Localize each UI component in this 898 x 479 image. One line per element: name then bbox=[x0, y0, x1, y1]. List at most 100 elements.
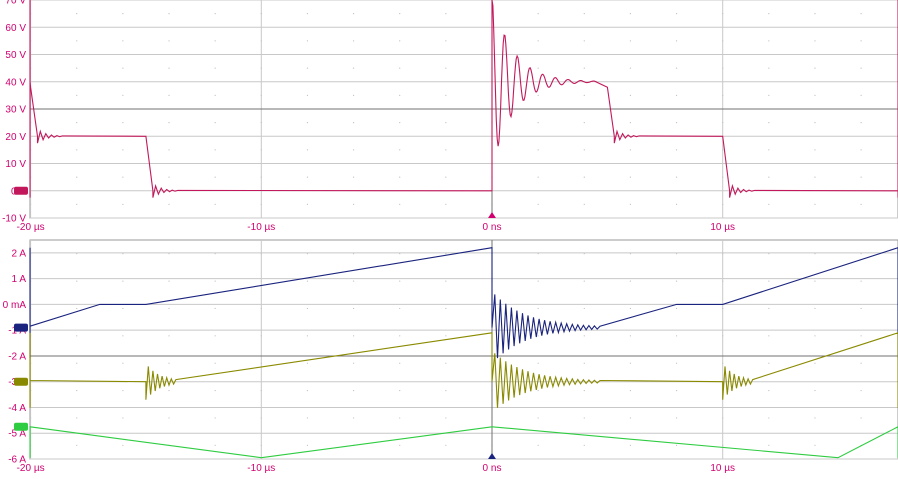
grid-dot bbox=[768, 94, 770, 96]
grid-dot bbox=[352, 13, 355, 15]
grid-dot bbox=[537, 40, 539, 42]
grid-dot bbox=[722, 307, 724, 310]
grid-dot bbox=[399, 307, 401, 310]
grid-dot bbox=[214, 94, 216, 96]
grid-dot bbox=[214, 122, 216, 124]
grid-dot bbox=[814, 94, 816, 96]
grid-dot bbox=[537, 389, 539, 392]
grid-dot bbox=[629, 149, 632, 151]
grid-dot bbox=[860, 417, 862, 419]
grid-dot bbox=[814, 203, 816, 205]
grid-dot bbox=[768, 67, 770, 69]
grid-dot bbox=[306, 13, 309, 15]
grid-dot bbox=[352, 203, 355, 205]
grid-dot bbox=[629, 335, 632, 337]
grid-dot bbox=[122, 307, 124, 310]
grid-dot bbox=[122, 417, 124, 419]
grid-dot bbox=[76, 389, 78, 392]
grid-dot bbox=[629, 203, 632, 205]
grid-dot bbox=[629, 444, 632, 446]
grid-dot bbox=[260, 389, 262, 392]
grid-dot bbox=[860, 203, 862, 205]
grid-dot bbox=[860, 362, 862, 364]
grid-dot bbox=[214, 40, 216, 42]
trigger-marker bbox=[488, 453, 496, 459]
grid-dot bbox=[537, 203, 539, 205]
grid-dot bbox=[814, 67, 816, 69]
grid-dot bbox=[214, 417, 216, 419]
current-panel: 2 A1 A0 mA-1 A-2 A-3 A-4 A-5 A-6 A-50 µs… bbox=[3, 239, 898, 474]
grid-dot bbox=[860, 253, 862, 255]
channel-marker-ch1 bbox=[14, 186, 28, 195]
grid-dot bbox=[352, 280, 355, 282]
grid-dot bbox=[352, 335, 355, 337]
y-tick-label: -2 A bbox=[8, 351, 26, 362]
grid-dot bbox=[168, 94, 170, 96]
grid-dot bbox=[814, 335, 816, 337]
y-tick-label: 30 V bbox=[5, 105, 26, 116]
grid-dot bbox=[399, 444, 401, 446]
grid-dot bbox=[168, 307, 170, 310]
grid-dot bbox=[445, 307, 447, 310]
grid-dot bbox=[445, 94, 447, 96]
grid-dot bbox=[860, 13, 862, 15]
grid-dot bbox=[122, 389, 124, 392]
grid-dot bbox=[629, 307, 632, 310]
grid-dot bbox=[122, 362, 124, 364]
grid-dot bbox=[306, 444, 309, 446]
channel-marker-ch2 bbox=[14, 323, 28, 332]
grid-dot bbox=[583, 417, 585, 419]
grid-dot bbox=[629, 67, 632, 69]
series-line-ch4 bbox=[29, 426, 898, 459]
grid-dot bbox=[399, 203, 401, 205]
grid-dot bbox=[399, 389, 401, 392]
grid-dot bbox=[214, 307, 216, 310]
grid-dot bbox=[30, 417, 32, 419]
grid-dot bbox=[399, 122, 401, 124]
grid-dot bbox=[675, 149, 678, 151]
grid-dot bbox=[860, 280, 862, 282]
grid-dot bbox=[306, 203, 309, 205]
grid-dot bbox=[675, 203, 678, 205]
grid-dot bbox=[168, 389, 170, 392]
grid-dot bbox=[629, 40, 632, 42]
grid-dot bbox=[583, 149, 585, 151]
grid-dot bbox=[629, 253, 632, 255]
grid-dot bbox=[76, 417, 78, 419]
grid-dot bbox=[352, 67, 355, 69]
grid-dot bbox=[583, 335, 585, 337]
grid-dot bbox=[168, 176, 170, 178]
grid-dot bbox=[260, 280, 262, 282]
grid-dot bbox=[122, 253, 124, 255]
grid-dot bbox=[260, 362, 262, 364]
grid-dot bbox=[168, 362, 170, 364]
grid-dot bbox=[306, 40, 309, 42]
y-tick-label: -10 V bbox=[2, 214, 26, 225]
grid-dot bbox=[76, 122, 78, 124]
grid-dot bbox=[537, 13, 539, 15]
grid-dot bbox=[722, 176, 724, 178]
grid-dot bbox=[768, 389, 770, 392]
grid-dot bbox=[306, 389, 309, 392]
grid-dot bbox=[76, 307, 78, 310]
grid-dot bbox=[76, 149, 78, 151]
grid-dot bbox=[214, 253, 216, 255]
grid-dot bbox=[768, 444, 770, 446]
grid-dot bbox=[537, 335, 539, 337]
grid-dot bbox=[629, 122, 632, 124]
grid-dot bbox=[583, 176, 585, 178]
grid-dot bbox=[768, 280, 770, 282]
grid-dot bbox=[399, 40, 401, 42]
grid-dot bbox=[860, 94, 862, 96]
voltage-panel: 70 V60 V50 V40 V30 V20 V10 V0 V-10 V-50 … bbox=[2, 0, 898, 233]
grid-dot bbox=[583, 203, 585, 205]
grid-dot bbox=[260, 67, 262, 69]
grid-dot bbox=[168, 67, 170, 69]
grid-dot bbox=[445, 417, 447, 419]
grid-dot bbox=[352, 389, 355, 392]
grid-dot bbox=[260, 253, 262, 255]
grid-dot bbox=[814, 122, 816, 124]
grid-dot bbox=[860, 389, 862, 392]
grid-dot bbox=[76, 13, 78, 15]
